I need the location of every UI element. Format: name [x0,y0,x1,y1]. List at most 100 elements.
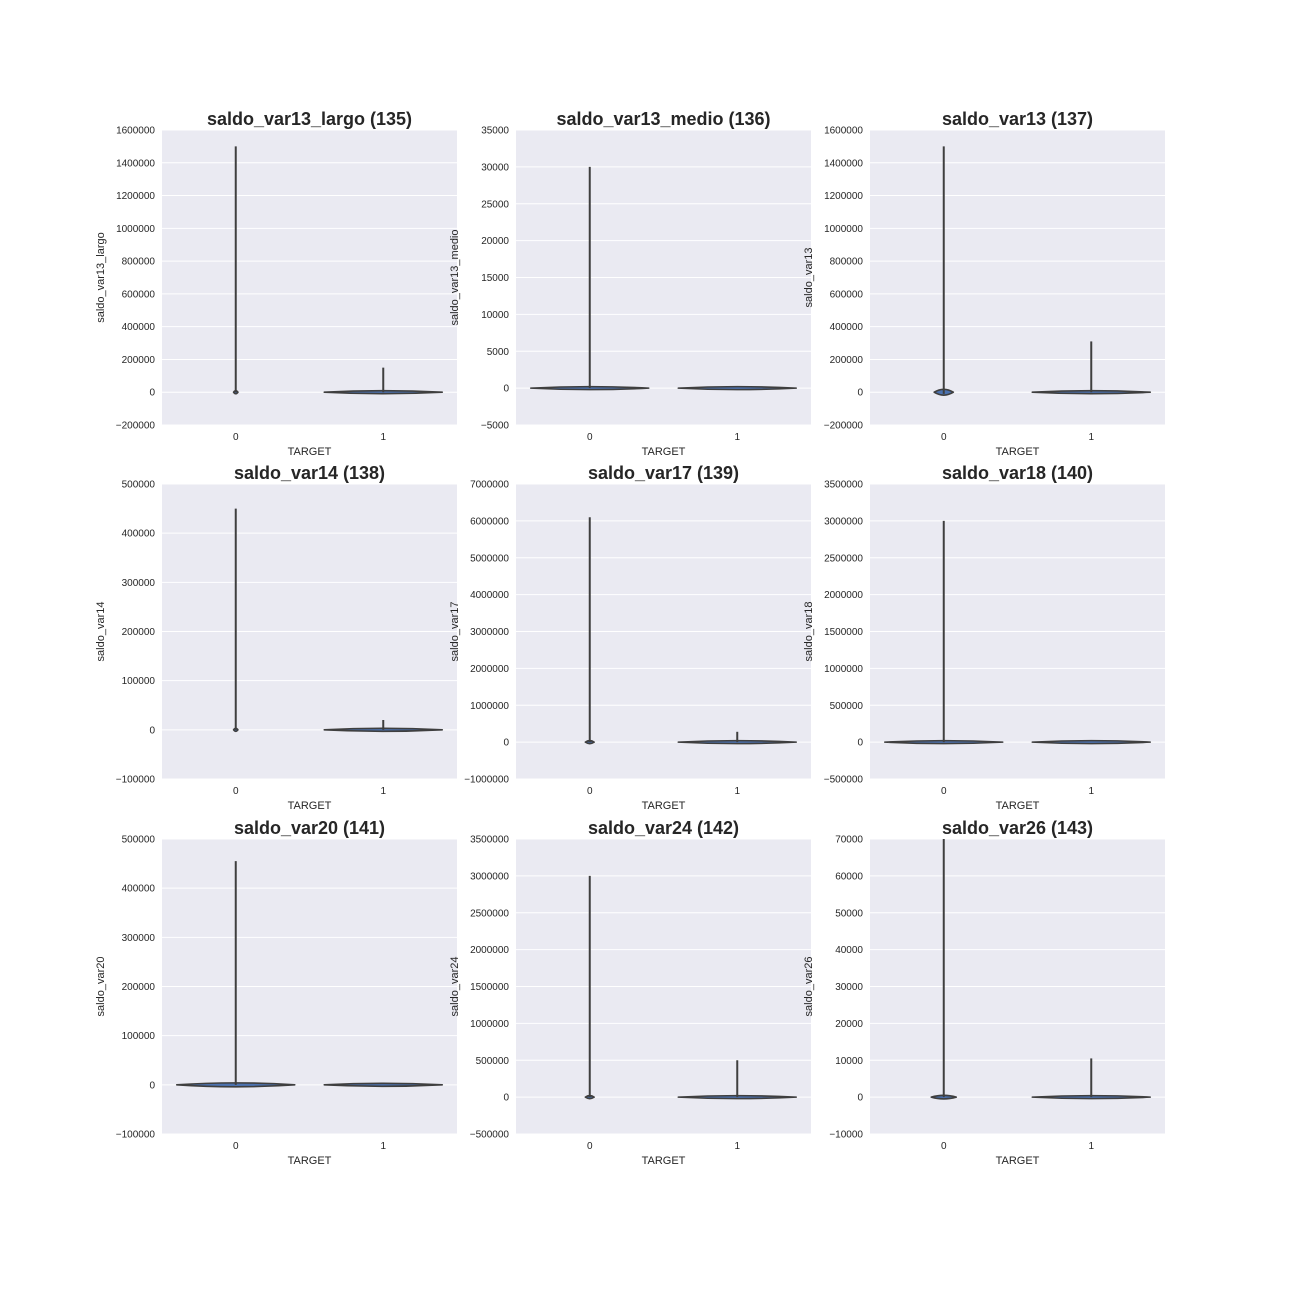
subplot-4: −100000 0 100000 200000 300000 400000 500000 0 1… [95,463,457,812]
y-tick-label: 20000 [481,236,509,247]
y-tick-label: 3000000 [470,627,509,638]
y-tick-label: 400000 [122,529,156,540]
y-tick-label: 0 [503,1093,509,1104]
y-tick-label: 0 [149,725,155,736]
y-tick-label: 1400000 [824,158,863,169]
y-tick-label: 70000 [835,835,863,846]
x-tick-label: 1 [1088,786,1094,797]
y-tick-label: 200000 [122,982,156,993]
y-tick-label: 15000 [481,273,509,284]
y-tick-label: 500000 [476,1056,510,1067]
x-tick-label: 0 [941,1141,947,1152]
x-tick-label: 1 [734,1141,740,1152]
y-tick-label: 3500000 [824,480,863,491]
y-tick-label: 1200000 [116,191,155,202]
x-tick-label: 0 [587,1141,593,1152]
y-tick-label: 2000000 [824,590,863,601]
y-tick-label: 40000 [835,945,863,956]
y-tick-label: −10000 [829,1130,863,1141]
x-tick-label: 1 [380,1141,386,1152]
y-tick-label: 1600000 [116,126,155,137]
x-axis-label: TARGET [642,1155,686,1167]
violin-body [930,1094,958,1100]
x-tick-label: 0 [233,1141,239,1152]
y-axis-label: saldo_var17 [449,602,461,662]
x-tick-label: 0 [587,432,593,443]
y-axis-label: saldo_var13_medio [449,229,461,325]
y-axis-label: saldo_var13 [803,248,815,308]
x-axis-label: TARGET [996,1155,1040,1167]
x-axis-label: TARGET [288,1155,332,1167]
violin-body [584,1094,595,1100]
x-tick-label: 1 [734,786,740,797]
subplot-1: −200000 0 200000 400000 600000 800000 1000000 1… [95,109,457,458]
y-tick-label: 35000 [481,126,509,137]
violin-body [323,1082,444,1088]
y-tick-label: 1600000 [824,126,863,137]
y-tick-label: 1000000 [116,224,155,235]
y-tick-label: 0 [857,738,863,749]
y-tick-label: −100000 [116,1130,156,1141]
y-tick-label: 0 [149,1080,155,1091]
y-tick-label: 600000 [122,289,156,300]
subplot-title: saldo_var17 (139) [588,463,739,483]
y-tick-label: 600000 [830,289,864,300]
y-tick-label: 500000 [122,835,156,846]
y-tick-label: 400000 [122,884,156,895]
x-tick-label: 1 [1088,432,1094,443]
subplot-3: −200000 0 200000 400000 600000 800000 1000000 1… [803,109,1165,458]
y-tick-label: 1400000 [116,158,155,169]
y-tick-label: 500000 [122,480,156,491]
y-tick-label: 3000000 [824,516,863,527]
y-tick-label: 5000 [487,347,510,358]
violin-body [677,385,798,391]
y-tick-label: 0 [149,388,155,399]
y-tick-label: 1000000 [470,1019,509,1030]
violin-body [1031,739,1152,745]
y-tick-label: 300000 [122,933,156,944]
y-tick-label: 1200000 [824,191,863,202]
x-axis-label: TARGET [288,800,332,812]
y-tick-label: 1000000 [824,224,863,235]
y-tick-label: 400000 [122,322,156,333]
y-tick-label: 3500000 [470,835,509,846]
y-tick-label: 100000 [122,676,156,687]
y-tick-label: 2500000 [824,553,863,564]
x-tick-label: 1 [380,786,386,797]
x-tick-label: 0 [233,786,239,797]
y-tick-label: 10000 [835,1056,863,1067]
subplot-title: saldo_var26 (143) [942,818,1093,838]
subplot-7: −100000 0 100000 200000 300000 400000 500000 0 1… [95,818,457,1167]
y-tick-label: −1000000 [464,775,509,786]
subplot-title: saldo_var24 (142) [588,818,739,838]
y-tick-label: 1000000 [470,701,509,712]
y-axis-label: saldo_var14 [95,602,107,662]
y-tick-label: 500000 [830,701,864,712]
y-axis-label: saldo_var26 [803,957,815,1017]
x-axis-label: TARGET [642,446,686,458]
subplot-2: −5000 0 5000 10000 15000 20000 25000 30000 35000… [449,109,811,458]
y-tick-label: 0 [503,384,509,395]
y-tick-label: 1500000 [824,627,863,638]
x-tick-label: 1 [380,432,386,443]
plot-background [162,130,457,425]
y-tick-label: 0 [857,388,863,399]
y-tick-label: 3000000 [470,871,509,882]
y-tick-label: −100000 [116,775,156,786]
x-axis-label: TARGET [642,800,686,812]
x-tick-label: 1 [734,432,740,443]
x-tick-label: 0 [233,432,239,443]
subplot-8: −500000 0 500000 1000000 1500000 2000000 25000… [449,818,811,1167]
subplot-title: saldo_var13 (137) [942,109,1093,129]
y-tick-label: 0 [503,738,509,749]
y-tick-label: −500000 [824,775,864,786]
subplot-title: saldo_var18 (140) [942,463,1093,483]
y-tick-label: 30000 [481,162,509,173]
y-tick-label: 2000000 [470,664,509,675]
x-axis-label: TARGET [996,800,1040,812]
x-axis-label: TARGET [996,446,1040,458]
y-tick-label: 400000 [830,322,864,333]
y-tick-label: −500000 [470,1130,510,1141]
subplot-5: −1000000 0 1000000 2000000 3000000 4000000 500… [449,463,811,812]
plot-background [870,130,1165,425]
